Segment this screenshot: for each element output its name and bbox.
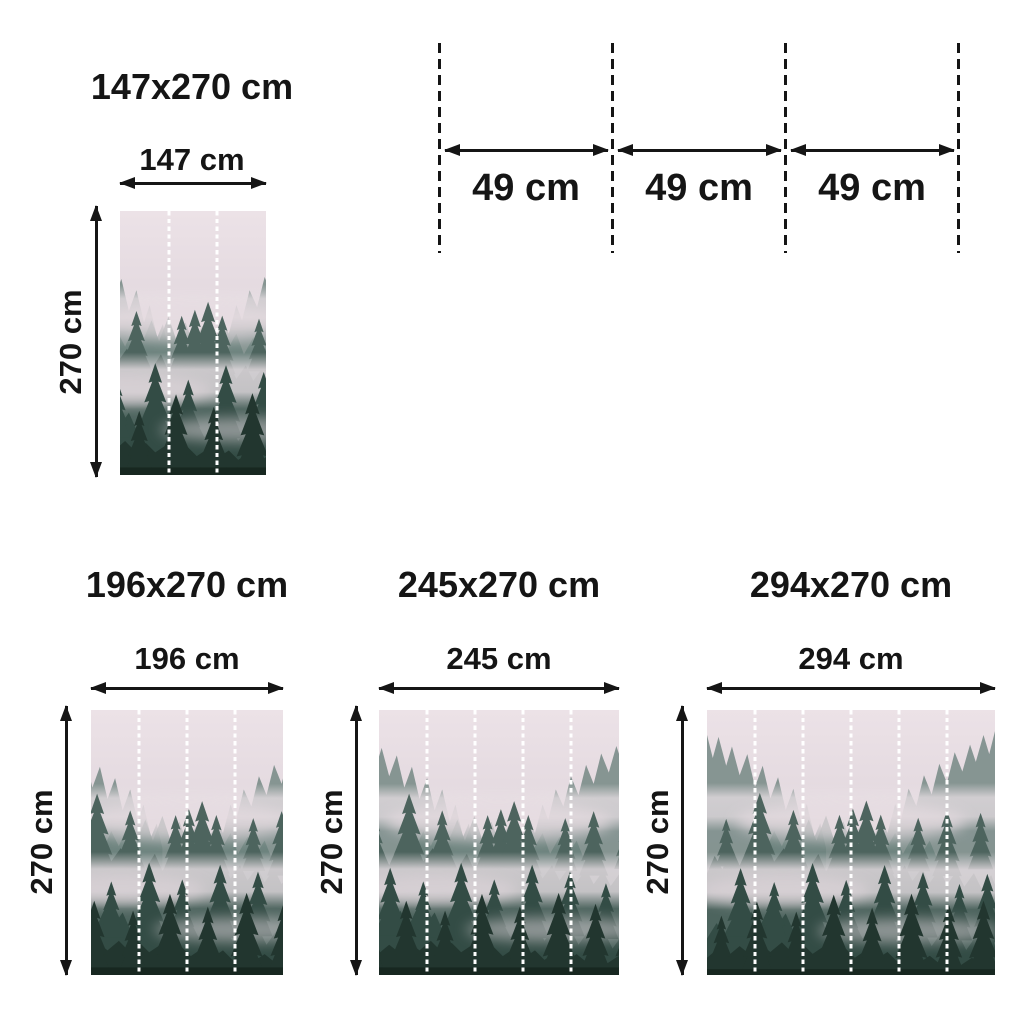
- panel-seam: [167, 211, 171, 475]
- size-title: 294x270 cm: [749, 564, 953, 605]
- segment-width-arrow: [791, 149, 954, 152]
- width-dimension-label: 245 cm: [446, 641, 552, 676]
- mural-preview: [707, 710, 995, 975]
- mural-preview: [379, 710, 619, 975]
- size-title: 196x270 cm: [85, 564, 289, 605]
- width-arrow: [120, 182, 266, 185]
- misty-forest-image: [379, 710, 619, 975]
- height-arrow: [681, 706, 684, 975]
- panel-seam: [473, 710, 477, 975]
- segment-width-label: 49 cm: [818, 167, 926, 209]
- height-dimension-label: 270 cm: [314, 789, 349, 895]
- width-arrow: [707, 687, 995, 690]
- panel-seam: [233, 710, 237, 975]
- panel-seam: [945, 710, 949, 975]
- width-arrow: [91, 687, 283, 690]
- panel-seam: [185, 710, 189, 975]
- segment-width-label: 49 cm: [472, 167, 580, 209]
- panel-boundary-line: [438, 43, 442, 253]
- width-dimension-label: 294 cm: [798, 641, 904, 676]
- panel-boundary-line: [957, 43, 961, 253]
- height-dimension-label: 270 cm: [640, 789, 675, 895]
- width-dimension-label: 147 cm: [139, 142, 245, 177]
- misty-forest-image: [120, 211, 266, 475]
- size-title: 147x270 cm: [90, 66, 294, 107]
- panel-seam: [801, 710, 805, 975]
- mural-preview: [120, 211, 266, 475]
- panel-seam: [753, 710, 757, 975]
- panel-seam: [897, 710, 901, 975]
- panel-seam: [425, 710, 429, 975]
- panel-seam: [569, 710, 573, 975]
- segment-width-arrow: [445, 149, 608, 152]
- width-dimension-label: 196 cm: [134, 641, 240, 676]
- height-dimension-label: 270 cm: [24, 789, 59, 895]
- height-arrow: [355, 706, 358, 975]
- panel-boundary-line: [611, 43, 615, 253]
- mural-preview: [91, 710, 283, 975]
- panel-boundary-line: [784, 43, 788, 253]
- panel-seam: [521, 710, 525, 975]
- height-arrow: [65, 706, 68, 975]
- segment-width-label: 49 cm: [645, 167, 753, 209]
- segment-width-arrow: [618, 149, 781, 152]
- width-arrow: [379, 687, 619, 690]
- height-arrow: [95, 206, 98, 477]
- panel-seam: [137, 710, 141, 975]
- panel-seam: [849, 710, 853, 975]
- panel-seam: [215, 211, 219, 475]
- size-title: 245x270 cm: [397, 564, 601, 605]
- height-dimension-label: 270 cm: [53, 289, 88, 395]
